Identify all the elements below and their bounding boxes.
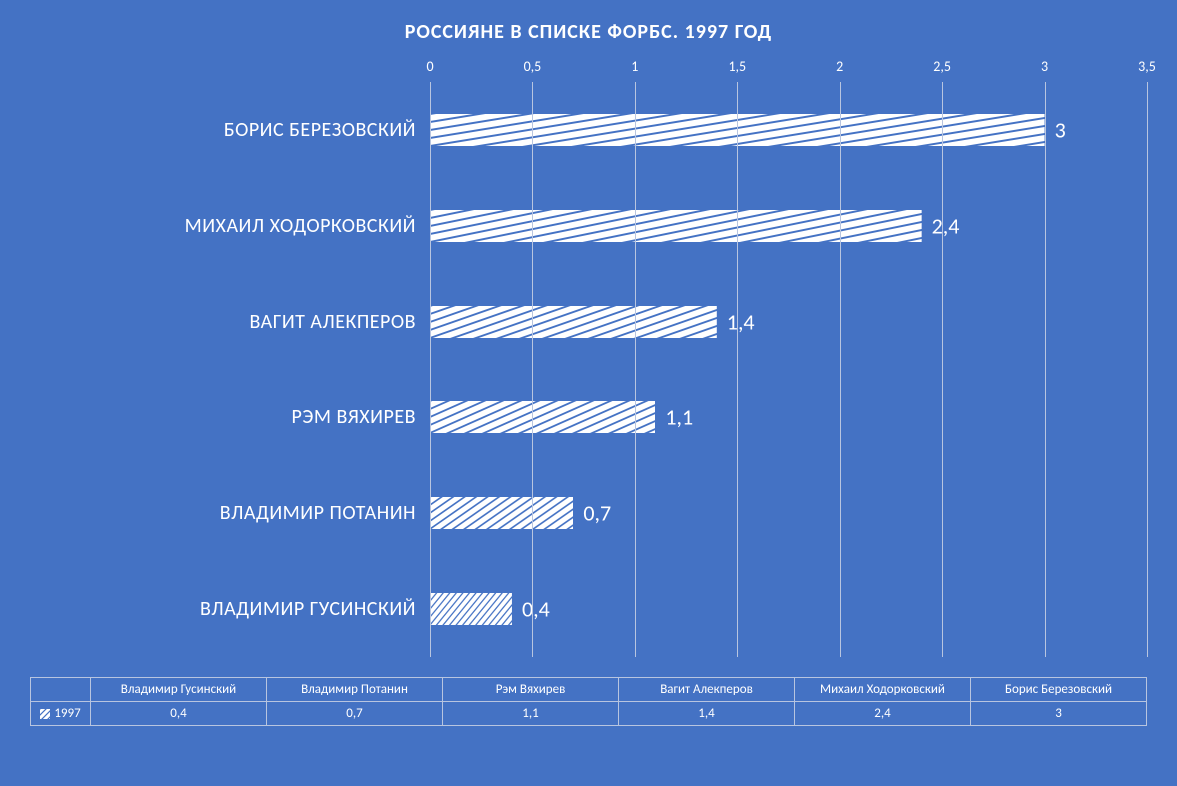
table-column-header: Вагит Алекперов (619, 678, 795, 702)
table-cell: 2,4 (795, 702, 971, 726)
table-column-header: Борис Березовский (971, 678, 1147, 702)
table-cell: 0,7 (267, 702, 443, 726)
y-axis-label: БОРИС БЕРЕЗОВСКИЙ (30, 82, 430, 178)
gridline (635, 82, 636, 657)
table-header-row: Владимир ГусинскийВладимир ПотанинРэм Вя… (31, 678, 1147, 702)
bar-value-label: 1,1 (665, 404, 693, 431)
table-column-header: Рэм Вяхирев (443, 678, 619, 702)
bar: 1,4 (430, 306, 717, 338)
x-axis-tick: 1,5 (728, 58, 746, 75)
bar-row: 2,4 (430, 178, 1147, 274)
table-cell: 0,4 (91, 702, 267, 726)
gridline (1045, 82, 1046, 657)
x-axis-tick: 3,5 (1138, 58, 1156, 75)
series-label-cell: 1997 (31, 702, 91, 726)
series-label: 1997 (54, 706, 80, 721)
x-axis-tick: 0,5 (524, 58, 542, 75)
x-axis-tick: 1 (631, 58, 638, 75)
table-cell: 1,4 (619, 702, 795, 726)
y-axis-labels: БОРИС БЕРЕЗОВСКИЙМИХАИЛ ХОДОРКОВСКИЙВАГИ… (30, 52, 430, 657)
x-axis-tick: 2,5 (933, 58, 951, 75)
bar-row: 0,4 (430, 561, 1147, 657)
bar: 0,4 (430, 593, 512, 625)
bar-row: 3 (430, 82, 1147, 178)
table-data-row: 1997 0,40,71,11,42,43 (31, 702, 1147, 726)
table-stub-cell (31, 678, 91, 702)
x-axis-tick: 0 (426, 58, 433, 75)
table-column-header: Михаил Ходорковский (795, 678, 971, 702)
gridline (942, 82, 943, 657)
x-axis: 00,511,522,533,5 (430, 52, 1147, 82)
chart-container: РОССИЯНЕ В СПИСКЕ ФОРБС. 1997 ГОД БОРИС … (0, 0, 1177, 786)
y-axis-label: ВАГИТ АЛЕКПЕРОВ (30, 274, 430, 370)
x-axis-tick: 2 (836, 58, 843, 75)
table-cell: 1,1 (443, 702, 619, 726)
bar-value-label: 0,7 (583, 500, 611, 527)
y-axis-label: МИХАИЛ ХОДОРКОВСКИЙ (30, 178, 430, 274)
bar-row: 1,4 (430, 274, 1147, 370)
bar-row: 0,7 (430, 465, 1147, 561)
bar: 2,4 (430, 210, 922, 242)
data-table: Владимир ГусинскийВладимир ПотанинРэм Вя… (30, 677, 1147, 726)
table-cell: 3 (971, 702, 1147, 726)
bars: 3 2,4 1,4 1,1 0,7 0,4 (430, 82, 1147, 657)
gridline (840, 82, 841, 657)
bar: 1,1 (430, 401, 655, 433)
bar-row: 1,1 (430, 369, 1147, 465)
gridline (737, 82, 738, 657)
y-axis-label: РЭМ ВЯХИРЕВ (30, 369, 430, 465)
table-column-header: Владимир Потанин (267, 678, 443, 702)
bar-value-label: 3 (1055, 116, 1066, 143)
gridline (532, 82, 533, 657)
gridline (430, 82, 431, 657)
x-axis-tick: 3 (1041, 58, 1048, 75)
bar-value-label: 1,4 (727, 308, 755, 335)
bar: 0,7 (430, 497, 573, 529)
bar-value-label: 2,4 (932, 212, 960, 239)
bar-value-label: 0,4 (522, 596, 550, 623)
plot-area: БОРИС БЕРЕЗОВСКИЙМИХАИЛ ХОДОРКОВСКИЙВАГИ… (30, 52, 1147, 657)
hatch-swatch-icon (40, 709, 50, 719)
table-column-header: Владимир Гусинский (91, 678, 267, 702)
plot: 00,511,522,533,5 3 2,4 1,4 1,1 0,7 0,4 (430, 52, 1147, 657)
y-axis-label: ВЛАДИМИР ПОТАНИН (30, 465, 430, 561)
chart-title: РОССИЯНЕ В СПИСКЕ ФОРБС. 1997 ГОД (30, 20, 1147, 44)
gridline (1147, 82, 1148, 657)
y-axis-label: ВЛАДИМИР ГУСИНСКИЙ (30, 561, 430, 657)
